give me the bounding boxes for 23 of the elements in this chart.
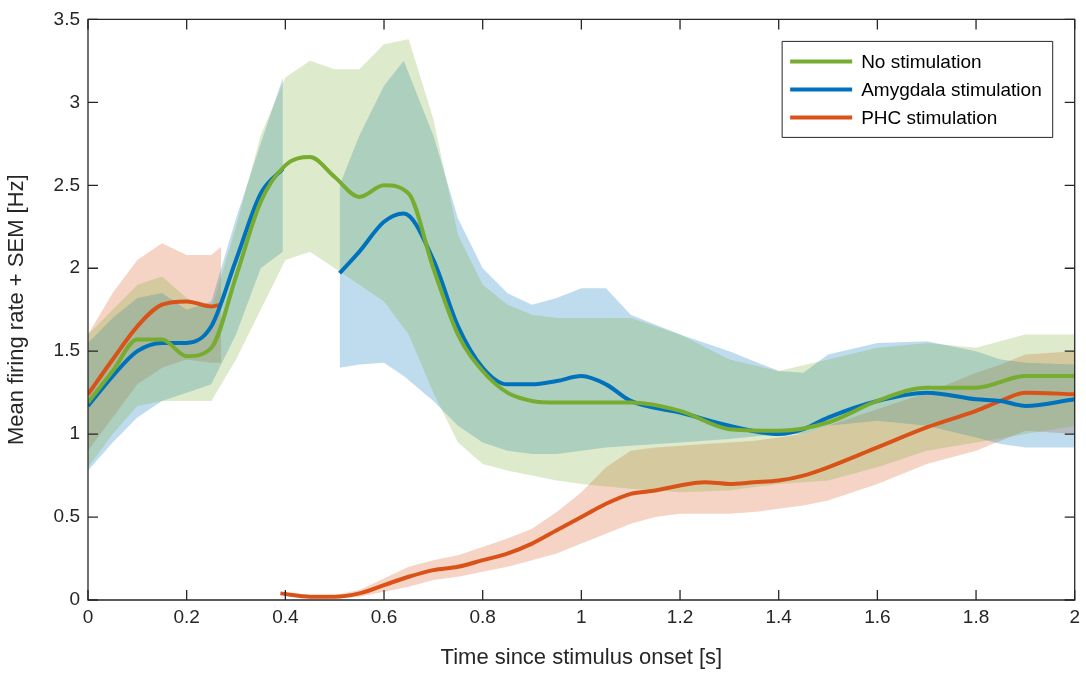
x-tick-label: 0.6	[370, 605, 398, 627]
x-tick-label: 1.8	[962, 605, 990, 627]
x-tick-label: 2	[1069, 605, 1081, 627]
x-tick-label: 0.8	[469, 605, 496, 627]
x-tick-label: 1	[576, 605, 587, 627]
x-axis-title: Time since stimulus onset [s]	[440, 643, 723, 669]
y-tick-label: 2.5	[53, 173, 80, 195]
y-tick-label: 2	[69, 256, 80, 278]
legend-label: PHC stimulation	[861, 106, 998, 128]
x-tick-label: 1.4	[765, 605, 793, 627]
x-tick-label: 1.2	[666, 605, 694, 627]
x-tick-label: 0.2	[173, 605, 200, 627]
legend-label: Amygdala stimulation	[861, 78, 1042, 100]
y-tick-label: 0.5	[53, 505, 80, 527]
x-tick-label: 0.4	[272, 605, 299, 627]
x-tick-label: 1.6	[864, 605, 891, 627]
y-tick-label: 3.5	[53, 7, 80, 29]
legend-label: No stimulation	[861, 50, 982, 72]
y-tick-label: 3	[69, 90, 80, 112]
y-axis-title: Mean firing rate + SEM [Hz]	[3, 174, 29, 446]
y-tick-label: 0	[69, 588, 80, 610]
y-tick-label: 1	[69, 422, 80, 444]
y-tick-label: 1.5	[53, 339, 80, 361]
